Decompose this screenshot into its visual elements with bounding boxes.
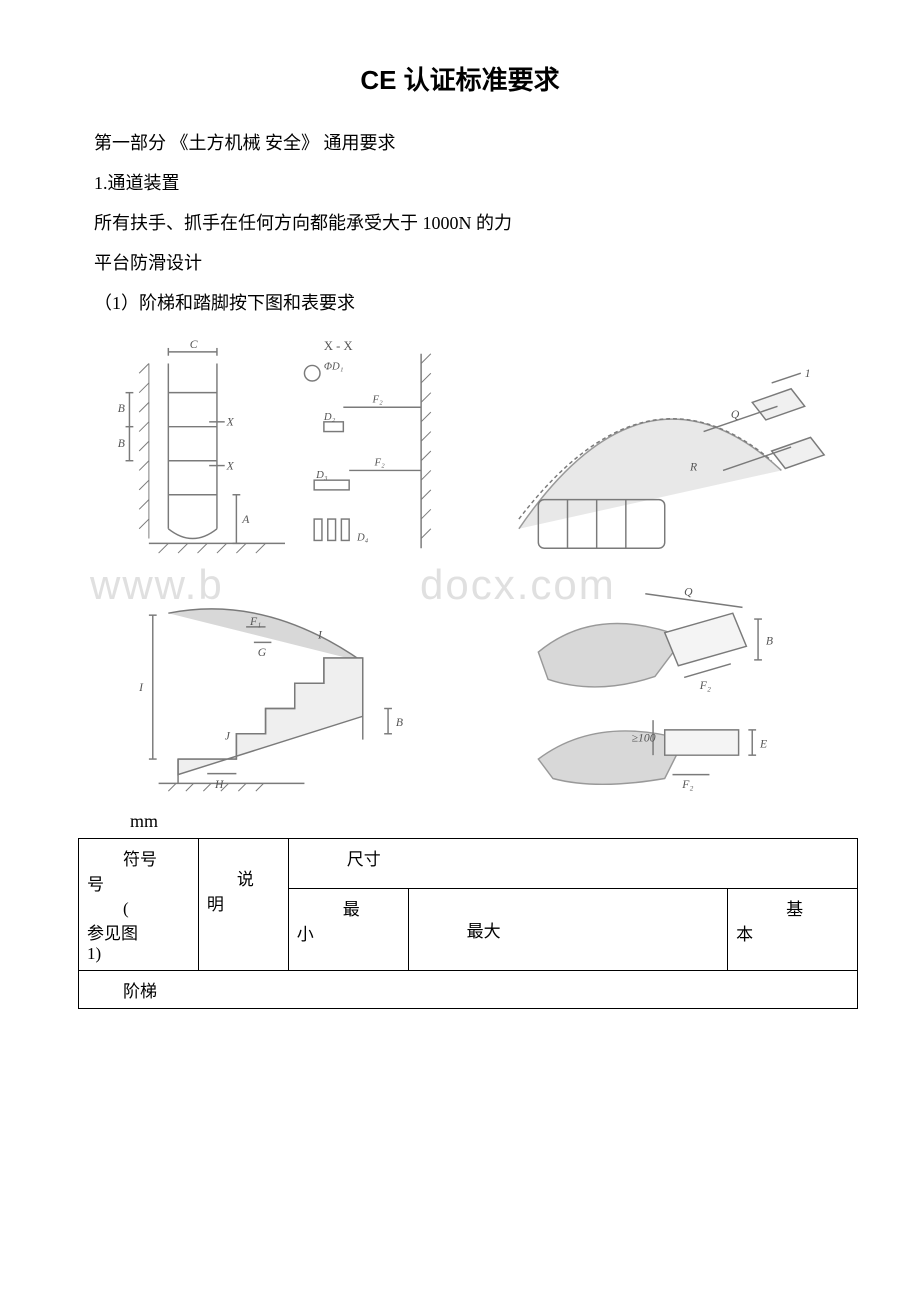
diagram-step-details: docx.com Q	[480, 581, 830, 801]
spec-table: 符号 号 ( 参见图 1) 说 明 尺寸 最 小 最大 基 本 阶梯	[78, 838, 858, 1009]
svg-text:H: H	[214, 778, 224, 791]
paragraph-item-1: （1）阶梯和踏脚按下图和表要求	[70, 285, 850, 321]
svg-text:R: R	[689, 460, 697, 473]
desc-header-1: 说	[207, 865, 280, 890]
svg-text:F₂: F₂	[372, 393, 384, 405]
svg-text:E: E	[759, 737, 767, 750]
svg-text:B: B	[766, 634, 773, 647]
symbol-note: 参见图	[87, 919, 190, 944]
svg-text:G: G	[258, 646, 267, 659]
symbol-note-2: 1)	[87, 944, 190, 964]
col-desc: 说 明	[198, 839, 288, 971]
svg-text:1: 1	[805, 367, 811, 380]
col-size: 尺寸	[288, 839, 857, 889]
paragraph-load: 所有扶手、抓手在任何方向都能承受大于 1000N 的力	[70, 205, 850, 241]
svg-text:C: C	[190, 338, 198, 351]
svg-text:F₁: F₁	[249, 615, 261, 628]
svg-text:F₂: F₂	[681, 778, 693, 791]
diagram-curved-track: 1 Q R	[480, 331, 830, 571]
paragraph-section-1: 1.通道装置	[70, 165, 850, 201]
svg-text:X - X: X - X	[324, 339, 353, 353]
symbol-header: 符号	[87, 845, 190, 870]
paragraph-part1: 第一部分 《土方机械 安全》 通用要求	[70, 125, 850, 161]
section-label: 阶梯	[87, 982, 157, 1001]
desc-header-2: 明	[207, 890, 280, 915]
page-title: CE 认证标准要求	[70, 60, 850, 97]
symbol-note-paren: (	[87, 899, 190, 919]
svg-text:ΦD₁: ΦD₁	[324, 360, 344, 372]
col-min: 最 小	[288, 888, 408, 970]
svg-text:X: X	[226, 416, 235, 429]
svg-text:D₄: D₄	[356, 531, 369, 543]
col-symbol: 符号 号 ( 参见图 1)	[79, 839, 199, 971]
svg-text:D₂: D₂	[323, 411, 336, 423]
svg-text:I: I	[138, 681, 144, 694]
min-header-1: 最	[297, 895, 400, 920]
svg-text:F₂: F₂	[373, 457, 385, 469]
base-header-2: 本	[736, 920, 849, 945]
svg-text:J: J	[225, 730, 231, 743]
svg-text:X: X	[226, 459, 235, 472]
diagram-grid: C B B A X X X - X ΦD₁	[110, 331, 830, 801]
svg-text:B: B	[396, 716, 403, 729]
diagram-stairs: www.b	[110, 581, 460, 801]
col-base: 基 本	[728, 888, 858, 970]
diagram-ladder: C B B A X X X - X ΦD₁	[110, 331, 460, 571]
base-header-1: 基	[736, 895, 849, 920]
svg-text:Q: Q	[731, 408, 740, 421]
svg-text:≥100: ≥100	[632, 732, 656, 745]
min-header-2: 小	[297, 920, 400, 945]
unit-label: mm	[70, 811, 850, 832]
col-max: 最大	[408, 888, 727, 970]
table-row: 阶梯	[79, 971, 858, 1009]
svg-text:B: B	[118, 437, 125, 450]
svg-text:D₃: D₃	[315, 469, 328, 481]
table-row: 符号 号 ( 参见图 1) 说 明 尺寸	[79, 839, 858, 889]
symbol-header-line2: 号	[87, 870, 190, 895]
paragraph-antislip: 平台防滑设计	[70, 245, 850, 281]
svg-text:F₂: F₂	[699, 679, 711, 692]
row-section-ladder: 阶梯	[79, 971, 858, 1009]
max-header: 最大	[417, 922, 501, 941]
svg-text:Q: Q	[684, 586, 693, 599]
svg-text:B: B	[118, 402, 125, 415]
svg-text:A: A	[241, 513, 250, 526]
size-header: 尺寸	[297, 850, 381, 869]
